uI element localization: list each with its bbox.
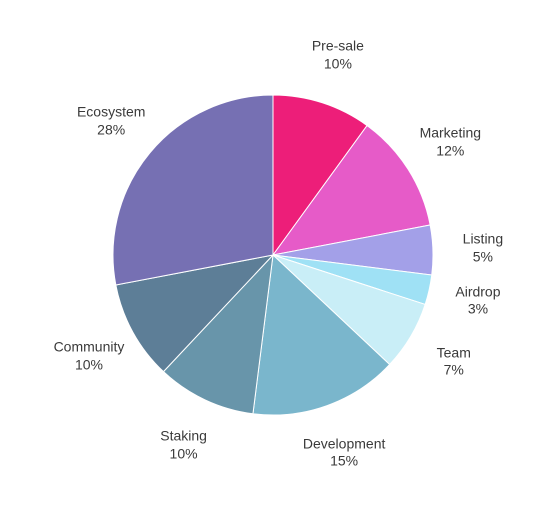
pie-svg bbox=[0, 0, 547, 511]
pie-slice bbox=[113, 95, 273, 285]
pie-chart: Pre-sale10%Marketing12%Listing5%Airdrop3… bbox=[0, 0, 547, 511]
